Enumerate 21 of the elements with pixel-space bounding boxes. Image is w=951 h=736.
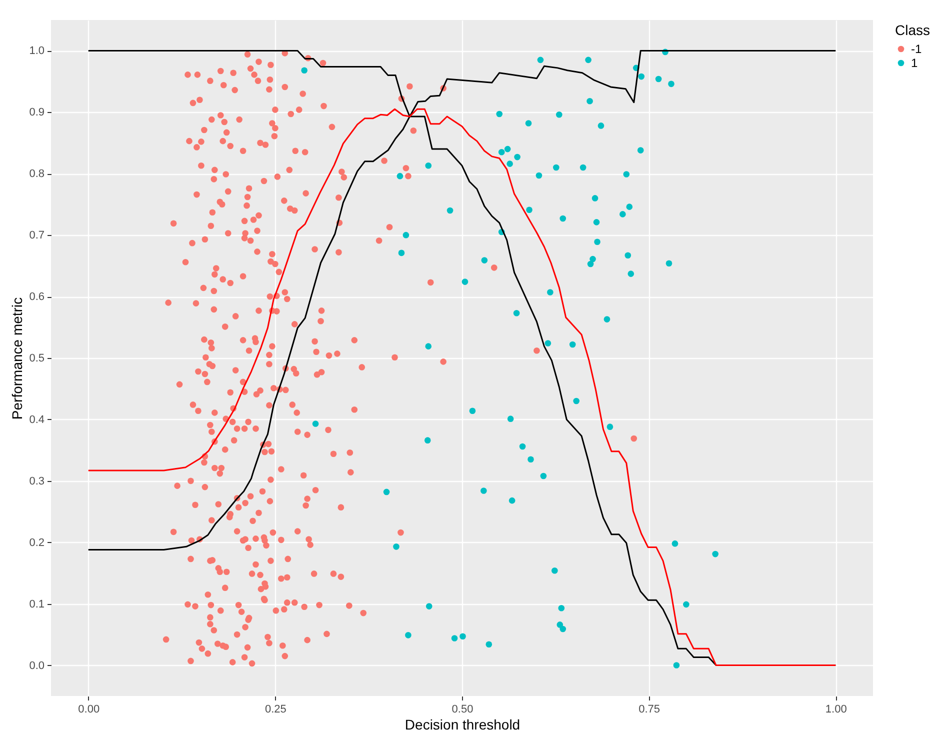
x-tick-label: 0.25 [264,704,286,716]
y-tick-label: 0.3 [29,475,44,488]
y-tick-label: 0.4 [29,414,44,426]
x-axis-title: Decision threshold [404,716,520,732]
legend-title: Class [895,22,930,38]
x-tick-label: 0.50 [452,704,474,716]
y-tick-label: 0.5 [29,352,44,364]
y-tick-label: 0.2 [29,536,44,549]
y-tick-label: 0.9 [29,106,44,119]
y-tick-label: 0.8 [29,168,44,180]
y-tick-label: 1.0 [29,45,44,58]
y-tick-label: 0.0 [29,660,44,672]
y-axis-title: Performance metric [9,297,26,420]
legend-label: -1 [911,42,922,56]
y-tick-label: 0.6 [29,291,44,304]
x-tick-label: 0.00 [78,704,100,716]
x-tick-label: 0.75 [638,704,660,716]
legend-label: 1 [911,56,918,70]
x-tick-label: 1.00 [825,704,847,716]
y-tick-label: 0.7 [29,230,44,242]
y-tick-label: 0.1 [29,598,44,610]
